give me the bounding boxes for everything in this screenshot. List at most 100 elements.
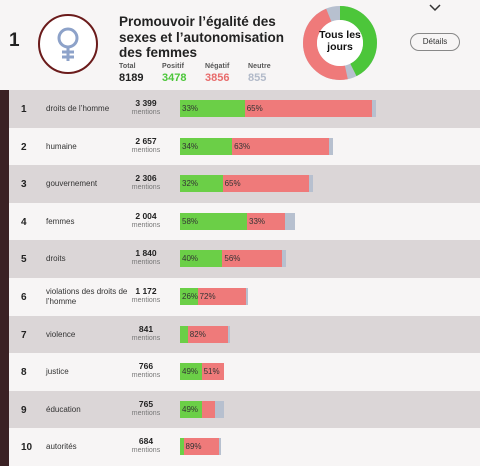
row-rank: 2 bbox=[21, 141, 27, 153]
row-mentions: 765 mentions bbox=[126, 399, 166, 417]
neutral-segment bbox=[308, 175, 313, 193]
neutral-segment bbox=[246, 287, 249, 305]
positive-segment bbox=[180, 438, 184, 456]
row-rank: 5 bbox=[21, 254, 27, 266]
goal-rank: 1 bbox=[9, 30, 20, 51]
negative-segment: 89% bbox=[183, 438, 219, 456]
row-mentions: 3 399 mentions bbox=[126, 98, 166, 116]
term-row[interactable]: 4 femmes 2 004 mentions 58% 33% bbox=[0, 202, 480, 241]
row-term[interactable]: violence bbox=[46, 329, 76, 339]
neutral-segment bbox=[372, 100, 376, 117]
row-term[interactable]: gouvernement bbox=[46, 179, 98, 189]
mention-count: 2 657 bbox=[135, 135, 157, 146]
term-row[interactable]: 3 gouvernement 2 306 mentions 32% 65% bbox=[0, 165, 480, 203]
mention-unit: mentions bbox=[131, 447, 161, 455]
term-row[interactable]: 8 justice 766 mentions 49% 51% bbox=[0, 353, 480, 391]
sentiment-bar[interactable]: 34% 63% bbox=[180, 137, 334, 155]
sentiment-bar[interactable]: 26% 72% bbox=[180, 287, 249, 305]
row-term[interactable]: autorités bbox=[46, 442, 77, 452]
mention-unit: mentions bbox=[131, 409, 161, 417]
sentiment-bar[interactable]: 49% 51% bbox=[180, 363, 225, 381]
mention-count: 2 004 bbox=[135, 210, 157, 221]
negative-segment: 33% bbox=[247, 212, 286, 230]
positive-segment bbox=[180, 325, 188, 343]
row-rank: 8 bbox=[21, 367, 27, 379]
mention-count: 841 bbox=[138, 323, 154, 334]
negative-segment: 65% bbox=[244, 100, 373, 117]
mention-unit: mentions bbox=[131, 372, 161, 380]
donut-negative-arc bbox=[303, 6, 377, 80]
row-accent-bar bbox=[0, 315, 9, 354]
row-term[interactable]: violations des droits de l’homme bbox=[46, 286, 128, 306]
sentiment-bar[interactable]: 82% bbox=[180, 325, 230, 343]
term-row[interactable]: 10 autorités 684 mentions 89% bbox=[0, 428, 480, 466]
term-row[interactable]: 1 droits de l’homme 3 399 mentions 33% 65% bbox=[0, 90, 480, 128]
row-mentions: 2 306 mentions bbox=[126, 173, 166, 191]
stat-positive: Positif 3478 bbox=[162, 63, 186, 84]
neutral-segment bbox=[214, 400, 225, 418]
row-term[interactable]: droits de l’homme bbox=[46, 104, 110, 113]
negative-segment: 82% bbox=[187, 325, 228, 343]
mention-unit: mentions bbox=[131, 221, 161, 229]
row-rank: 4 bbox=[21, 216, 27, 228]
stat-negative: Négatif 3856 bbox=[205, 63, 229, 84]
stat-total-label: Total bbox=[119, 63, 136, 70]
mention-count: 1 840 bbox=[135, 248, 157, 259]
negative-segment: 51% bbox=[201, 363, 225, 381]
row-accent-bar bbox=[0, 90, 9, 128]
row-rank: 10 bbox=[21, 442, 33, 454]
mention-unit: mentions bbox=[131, 334, 161, 342]
term-list: 1 droits de l’homme 3 399 mentions 33% 65% 2 hu… bbox=[0, 90, 480, 466]
sentiment-bar[interactable]: 32% 65% bbox=[180, 175, 313, 193]
row-accent-bar bbox=[0, 428, 9, 466]
row-mentions: 2 004 mentions bbox=[126, 211, 166, 229]
stat-neutral-value: 855 bbox=[248, 72, 267, 84]
chevron-down-icon[interactable] bbox=[428, 3, 442, 13]
sentiment-bar[interactable]: 89% bbox=[180, 438, 221, 456]
row-rank: 7 bbox=[21, 329, 27, 341]
mention-count: 766 bbox=[138, 361, 154, 372]
neutral-segment bbox=[227, 325, 230, 343]
positive-segment: 32% bbox=[180, 175, 223, 193]
positive-segment: 49% bbox=[180, 400, 202, 418]
row-mentions: 684 mentions bbox=[126, 436, 166, 454]
term-row[interactable]: 7 violence 841 mentions 82% bbox=[0, 315, 480, 354]
term-row[interactable]: 6 violations des droits de l’homme 1 172 me… bbox=[0, 277, 480, 316]
row-mentions: 1 840 mentions bbox=[126, 248, 166, 266]
donut-positive-arc bbox=[303, 6, 377, 80]
row-term[interactable]: éducation bbox=[46, 404, 81, 414]
neutral-segment bbox=[285, 212, 296, 230]
donut-center-label: Tous les jours bbox=[319, 29, 361, 53]
sentiment-bar[interactable]: 58% 33% bbox=[180, 212, 296, 230]
negative-segment: 63% bbox=[232, 137, 329, 155]
mention-unit: mentions bbox=[131, 184, 161, 192]
row-accent-bar bbox=[0, 277, 9, 316]
mention-count: 2 306 bbox=[135, 173, 157, 184]
mention-unit: mentions bbox=[131, 146, 161, 154]
term-row[interactable]: 2 humaine 2 657 mentions 34% 63% bbox=[0, 127, 480, 166]
mention-count: 765 bbox=[138, 398, 154, 409]
stat-neutral-label: Neutre bbox=[248, 63, 271, 70]
sentiment-bar[interactable]: 49% bbox=[180, 400, 225, 418]
negative-segment: 56% bbox=[222, 250, 282, 268]
neutral-segment bbox=[281, 250, 286, 268]
row-term[interactable]: femmes bbox=[46, 216, 75, 226]
sentiment-bar[interactable]: 40% 56% bbox=[180, 250, 286, 268]
row-term[interactable]: humaine bbox=[46, 141, 77, 151]
details-button[interactable]: Détails bbox=[410, 33, 460, 51]
mention-unit: mentions bbox=[131, 296, 161, 304]
positive-segment: 40% bbox=[180, 250, 223, 268]
positive-segment: 26% bbox=[180, 287, 198, 305]
goal-title: Promouvoir l’égalité des sexes et l’auto… bbox=[119, 14, 285, 60]
row-mentions: 766 mentions bbox=[126, 361, 166, 379]
row-term[interactable]: droits bbox=[46, 254, 66, 264]
sentiment-bar[interactable]: 33% 65% bbox=[180, 100, 376, 117]
row-term[interactable]: justice bbox=[46, 367, 69, 377]
term-row[interactable]: 5 droits 1 840 mentions 40% 56% bbox=[0, 240, 480, 278]
neutral-segment bbox=[328, 137, 334, 155]
positive-segment: 34% bbox=[180, 137, 233, 155]
goal-header: 1 Promouvoir l’égalité des sexes et l’au… bbox=[0, 0, 480, 90]
negative-segment: 72% bbox=[197, 287, 247, 305]
term-row[interactable]: 9 éducation 765 mentions 49% bbox=[0, 390, 480, 429]
neutral-segment bbox=[218, 438, 221, 456]
